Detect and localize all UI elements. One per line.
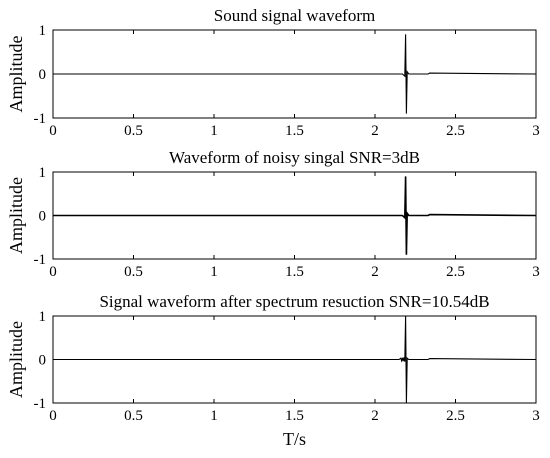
x-tick-label: 2 xyxy=(371,123,379,139)
x-tick-label: 3 xyxy=(532,264,540,280)
y-tick-label: 1 xyxy=(39,165,47,181)
y-tick-label: 0 xyxy=(39,67,47,83)
x-tick-label: 1 xyxy=(210,123,218,139)
x-tick-label: 0.5 xyxy=(124,123,143,139)
y-tick-label: 1 xyxy=(39,309,47,325)
x-tick-label: 3 xyxy=(532,408,540,424)
subplot-1: Sound signal waveform Amplitude 0 0.5 1 1.5 2 2… xyxy=(6,6,540,139)
x-tick-label: 2.5 xyxy=(446,123,465,139)
x-tick-label: 2.5 xyxy=(446,264,465,280)
y-tick-label: -1 xyxy=(34,396,47,412)
signal-line xyxy=(53,34,537,114)
x-axis-label: T/s xyxy=(283,429,306,449)
y-axis-label: Amplitude xyxy=(6,35,26,112)
x-tick-label: 0.5 xyxy=(124,264,143,280)
y-axis-label: Amplitude xyxy=(6,177,26,254)
x-tick-label: 0 xyxy=(49,264,57,280)
x-tick-label: 2 xyxy=(371,264,379,280)
y-tick-label: 1 xyxy=(39,23,47,39)
x-tick-label: 0.5 xyxy=(124,408,143,424)
x-tick-label: 3 xyxy=(532,123,540,139)
signal-line xyxy=(53,176,537,255)
subplot-2: Waveform of noisy singal SNR=3dB Amplitud… xyxy=(6,148,540,280)
y-axis-label: Amplitude xyxy=(6,321,26,398)
x-tick-label: 1 xyxy=(210,264,218,280)
subplot-title: Signal waveform after spectrum resuction… xyxy=(99,292,489,311)
y-tick-label: 0 xyxy=(39,353,47,369)
y-tick-label: -1 xyxy=(34,252,47,268)
x-tick-label: 2.5 xyxy=(446,408,465,424)
x-tick-label: 0 xyxy=(49,408,57,424)
subplot-3: Signal waveform after spectrum resuction… xyxy=(6,292,540,424)
subplot-title: Waveform of noisy singal SNR=3dB xyxy=(169,148,420,167)
x-tick-label: 1.5 xyxy=(285,123,304,139)
x-tick-label: 1.5 xyxy=(285,264,304,280)
x-tick-label: 2 xyxy=(371,408,379,424)
x-tick-label: 1.5 xyxy=(285,408,304,424)
y-tick-label: 0 xyxy=(39,209,47,225)
y-tick-label: -1 xyxy=(34,111,47,127)
signal-line xyxy=(53,315,537,404)
x-tick-label: 1 xyxy=(210,408,218,424)
subplot-title: Sound signal waveform xyxy=(214,6,375,25)
x-tick-label: 0 xyxy=(49,123,57,139)
